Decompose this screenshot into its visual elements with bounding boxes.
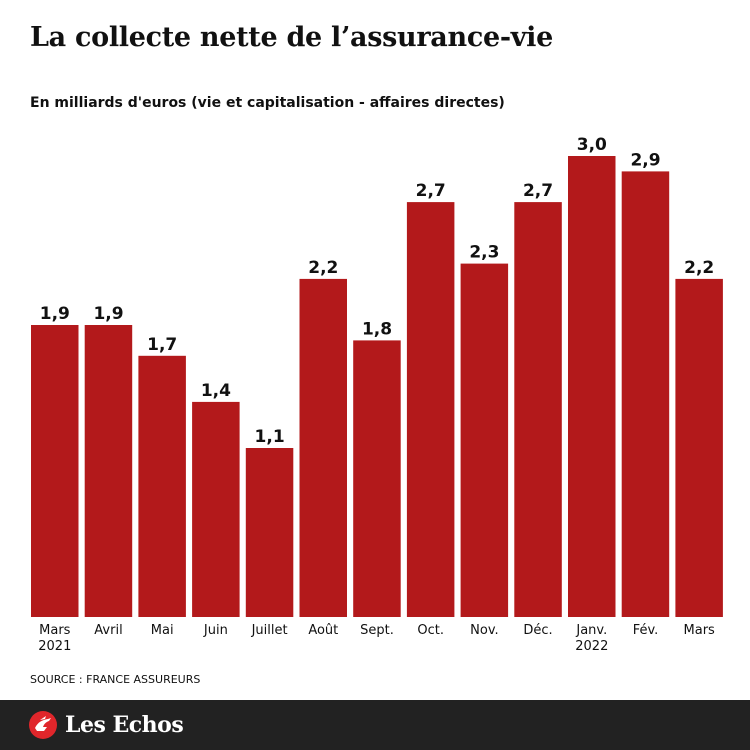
bar-value-label: 2,7 [523, 181, 553, 201]
bar [675, 278, 723, 617]
x-tick-year-label: 2022 [575, 639, 608, 654]
bar-value-label: 2,2 [308, 258, 338, 278]
bar-value-label: 3,0 [577, 135, 607, 155]
bar-value-label: 2,3 [469, 243, 499, 263]
bar [568, 156, 616, 617]
bar [406, 202, 455, 617]
x-tick-label: Août [308, 623, 338, 638]
bar [138, 355, 186, 617]
x-tick-label: Sept. [360, 623, 394, 638]
echos-logo-icon [29, 711, 57, 739]
bar [621, 171, 670, 617]
bar-chart: 1,9Mars20211,9Avril1,7Mai1,4Juin1,1Juill… [31, 135, 723, 654]
bar [31, 325, 79, 617]
bar [299, 278, 347, 617]
chart-subtitle: En milliards d'euros (vie et capitalisat… [30, 95, 505, 111]
source-note: SOURCE : FRANCE ASSUREURS [30, 673, 201, 686]
bar-value-label: 1,9 [93, 304, 123, 324]
bar [460, 263, 509, 617]
chart-title: La collecte nette de l’assurance-vie [30, 22, 553, 53]
bar-value-label: 1,8 [362, 319, 392, 339]
x-tick-label: Oct. [417, 623, 444, 638]
bar [245, 448, 294, 617]
x-tick-label: Avril [94, 623, 122, 638]
x-tick-label: Janv. [575, 623, 607, 638]
x-tick-label: Juillet [251, 623, 288, 638]
x-tick-label: Juin [203, 623, 228, 638]
bar-value-label: 1,9 [40, 304, 70, 324]
bar-value-label: 2,9 [630, 150, 660, 170]
x-tick-label: Mars [39, 623, 71, 638]
bar-value-label: 1,1 [255, 427, 285, 447]
x-tick-label: Nov. [470, 623, 499, 638]
brand-name: Les Echos [65, 712, 184, 738]
bar [514, 202, 562, 617]
brand-logo[interactable]: Les Echos [28, 709, 184, 741]
footer-bar: Les Echos [0, 700, 750, 750]
bar-value-label: 2,2 [684, 258, 714, 278]
bar-value-label: 2,7 [416, 181, 446, 201]
bar-value-label: 1,7 [147, 335, 177, 355]
bar [84, 325, 133, 617]
x-tick-label: Fév. [633, 623, 659, 638]
x-tick-label: Mai [151, 623, 174, 638]
bar [192, 401, 240, 617]
bar [353, 340, 401, 617]
x-tick-year-label: 2021 [38, 639, 71, 654]
x-tick-label: Déc. [523, 623, 552, 638]
x-tick-label: Mars [684, 623, 716, 638]
bar-value-label: 1,4 [201, 381, 231, 401]
